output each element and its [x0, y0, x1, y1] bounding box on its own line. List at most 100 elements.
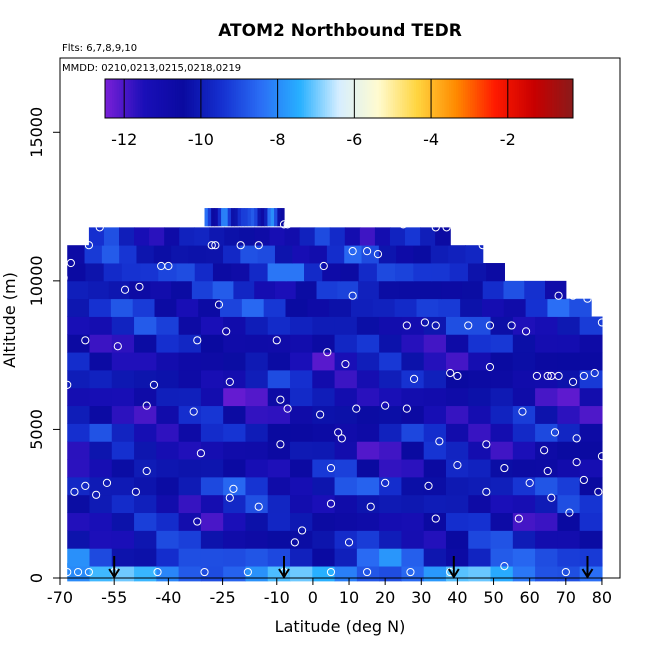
heatmap-cell: [224, 208, 229, 227]
heatmap-cell: [111, 423, 135, 442]
heatmap-cell: [334, 316, 358, 335]
heatmap-cell: [178, 530, 202, 549]
colorbar: -12 -10 -8 -6 -4 -2: [104, 78, 574, 149]
heatmap-cell: [88, 227, 105, 246]
heatmap-cell: [579, 476, 603, 496]
heatmap-cell: [111, 548, 135, 567]
heatmap-cell: [89, 334, 113, 353]
heatmap-cell: [194, 263, 214, 282]
observation-point: [326, 567, 336, 577]
heatmap-cell: [67, 459, 91, 478]
observation-point: [543, 371, 552, 381]
heatmap-cell: [111, 441, 135, 460]
observation-point: [84, 241, 94, 250]
heatmap-cell: [176, 298, 199, 317]
observation-point: [63, 567, 72, 577]
heatmap-cell: [111, 387, 135, 407]
heatmap-cell: [224, 227, 241, 246]
heatmap-cell: [376, 263, 396, 282]
x-tick-label: 60: [519, 588, 539, 607]
colorbar-tick-label: -6: [346, 130, 362, 149]
heatmap-cell: [156, 563, 180, 582]
heatmap-cell: [111, 405, 135, 424]
heatmap-cell: [267, 405, 291, 424]
heatmap-cell: [285, 263, 305, 282]
heatmap-cell: [557, 352, 581, 371]
observation-point: [568, 291, 578, 300]
heatmap-cell: [156, 441, 180, 460]
heatmap-cell: [445, 494, 469, 514]
heatmap-cell: [445, 530, 469, 549]
heatmap-cell: [445, 423, 469, 442]
heatmap-cell: [290, 334, 313, 353]
heatmap-cell: [200, 441, 224, 460]
heatmap-cell: [223, 334, 247, 353]
heatmap-cell: [249, 263, 269, 282]
heatmap-cell: [316, 280, 338, 300]
heatmap-cell: [445, 476, 469, 496]
heatmap-cell: [490, 476, 514, 496]
heatmap-cell: [111, 476, 135, 496]
heatmap-cell: [486, 263, 505, 282]
heatmap-cell: [399, 280, 421, 300]
heatmap-cell: [134, 512, 157, 531]
observation-point: [334, 428, 343, 437]
heatmap-cell: [240, 245, 259, 264]
heatmap-cell: [134, 405, 157, 424]
heatmap-cell: [401, 459, 425, 478]
heatmap-cell: [413, 245, 432, 264]
heatmap-cell: [245, 530, 269, 549]
heatmap-cell: [423, 316, 447, 335]
heatmap-cell: [134, 459, 157, 478]
heatmap-cell: [468, 370, 492, 389]
heatmap-cell: [401, 512, 425, 531]
heatmap-cell: [557, 548, 581, 567]
heatmap-cell: [512, 441, 536, 460]
heatmap-cell: [134, 370, 157, 389]
heatmap-cell: [334, 441, 358, 460]
heatmap-cell: [379, 494, 403, 514]
heatmap-cell: [223, 405, 247, 424]
heatmap-cell: [435, 227, 451, 246]
heatmap-cell: [423, 563, 447, 582]
heatmap-cell: [212, 280, 235, 300]
x-tick-label: 20: [375, 588, 395, 607]
observation-point: [597, 318, 607, 327]
heatmap-cell: [468, 563, 492, 582]
heatmap-cell: [267, 423, 291, 442]
heatmap-cell: [67, 405, 91, 424]
heatmap-cell: [223, 423, 247, 442]
heatmap-cell: [445, 334, 469, 353]
observation-point: [373, 250, 383, 259]
heatmap-cell: [178, 441, 202, 460]
heatmap-cell: [579, 494, 603, 514]
heatmap-cell: [67, 280, 89, 300]
heatmap-cell: [223, 387, 247, 407]
heatmap-cell: [111, 563, 135, 582]
heatmap-cell: [149, 227, 165, 246]
observation-point: [66, 258, 75, 268]
heatmap-cell: [156, 494, 180, 514]
heatmap-cell: [557, 512, 581, 531]
heatmap-cell: [103, 263, 123, 282]
heatmap-cell: [178, 512, 202, 531]
heatmap-cell: [270, 208, 275, 227]
heatmap-cell: [254, 280, 276, 300]
heatmap-cell: [89, 530, 113, 549]
heatmap-cell: [312, 548, 336, 567]
heatmap-cell: [512, 530, 536, 549]
heatmap-cell: [140, 263, 159, 282]
observation-point: [341, 359, 350, 369]
observation-point: [536, 250, 545, 259]
heatmap-cell: [200, 512, 224, 531]
x-axis-label: Latitude (deg N): [275, 617, 406, 636]
observation-point: [597, 452, 607, 461]
heatmap-cell: [579, 512, 603, 531]
heatmap-cell: [134, 441, 157, 460]
observation-point: [290, 538, 299, 547]
heatmap-cell: [267, 352, 291, 371]
heatmap-cell: [579, 530, 603, 549]
heatmap-cell: [110, 298, 134, 317]
heatmap-cell: [423, 423, 447, 442]
heatmap-cell: [535, 387, 558, 407]
